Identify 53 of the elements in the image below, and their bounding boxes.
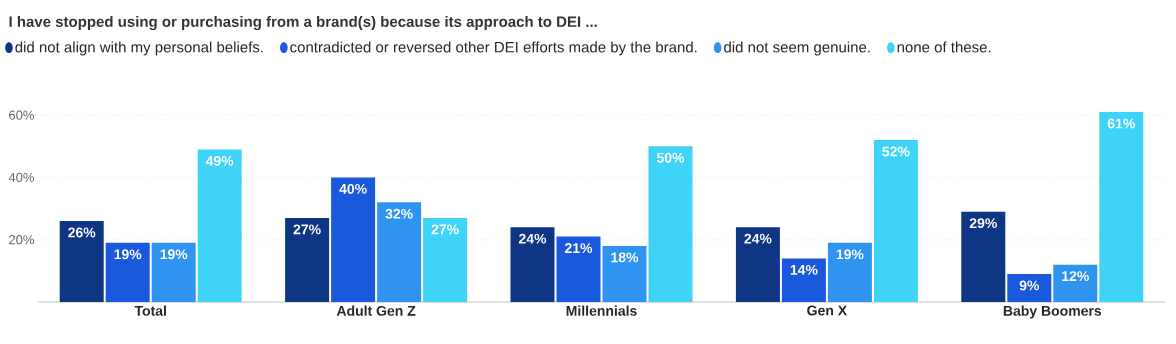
bar — [377, 202, 422, 302]
y-tick-label: 40% — [8, 172, 35, 183]
data-label: 18% — [611, 252, 639, 263]
data-label: 14% — [790, 264, 818, 275]
bar — [510, 227, 555, 302]
x-tick-label: Millennials — [566, 305, 637, 316]
data-label: 26% — [68, 227, 96, 238]
y-tick-label: 60% — [9, 110, 35, 120]
data-label: 27% — [431, 224, 459, 235]
x-tick-label: Adult Gen Z — [336, 305, 416, 316]
legend-label: contradicted or reversed other DEI efforts made by the brand. — [290, 41, 697, 56]
data-label: 21% — [564, 243, 593, 253]
bar — [1053, 264, 1098, 302]
bar — [1007, 273, 1052, 302]
bar — [197, 149, 242, 302]
chart-title: I have stopped using or purchasing from a brand(s) because its approach to DEI ... — [9, 15, 597, 31]
bar — [59, 221, 104, 302]
legend-label: did not seem genuine. — [724, 41, 870, 56]
bar — [331, 177, 376, 302]
bar — [827, 242, 872, 302]
bar — [285, 217, 330, 302]
bar — [961, 211, 1006, 302]
data-label: 32% — [385, 208, 413, 219]
y-tick-label: 20% — [9, 235, 35, 245]
data-label: 52% — [882, 146, 910, 157]
bar — [1099, 112, 1144, 302]
x-tick-label: Baby Boomers — [1003, 305, 1102, 319]
data-label: 27% — [293, 224, 321, 235]
x-tick-label: Total — [134, 305, 166, 316]
bar — [781, 258, 826, 302]
bar — [151, 242, 196, 302]
data-label: 24% — [518, 233, 547, 244]
bar — [423, 217, 468, 302]
x-tick-label: Gen X — [807, 305, 847, 316]
bar — [602, 245, 647, 302]
bar — [105, 242, 150, 302]
data-label: 9% — [1019, 280, 1040, 291]
legend-label: did not align with my personal beliefs. — [15, 41, 263, 56]
data-label: 40% — [339, 183, 367, 194]
legend-label: none of these. — [897, 41, 991, 53]
data-label: 19% — [160, 249, 188, 260]
data-label: 24% — [744, 233, 772, 244]
data-label: 61% — [1107, 118, 1135, 129]
bar — [873, 140, 918, 302]
bar — [648, 146, 693, 302]
bar — [556, 236, 601, 302]
data-label: 50% — [656, 152, 685, 163]
data-label: 12% — [1062, 271, 1089, 282]
data-label: 29% — [969, 218, 997, 229]
data-label: 19% — [836, 249, 864, 260]
data-label: 49% — [205, 155, 234, 166]
data-label: 19% — [114, 249, 142, 260]
bar — [735, 227, 780, 302]
